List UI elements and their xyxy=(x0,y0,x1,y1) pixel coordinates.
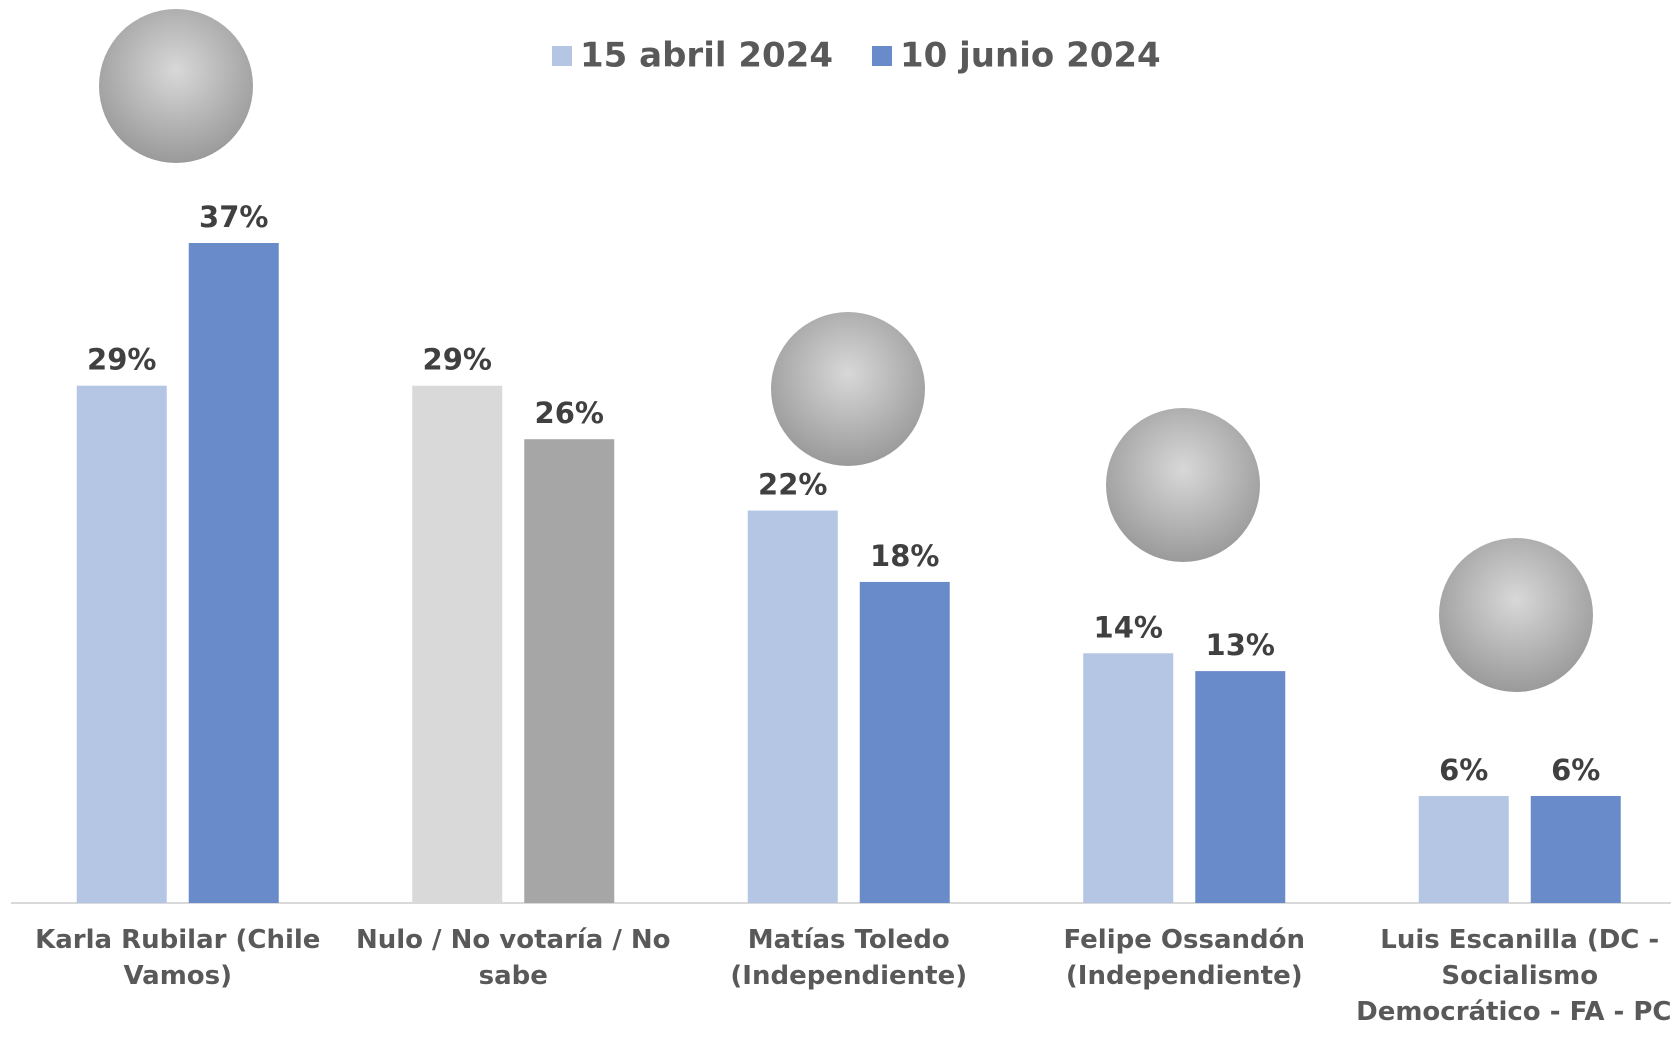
value-label: 29% xyxy=(423,343,492,377)
x-tick-label: Felipe Ossandón (Independiente) xyxy=(1019,922,1349,994)
x-tick-label: Karla Rubilar (Chile Vamos) xyxy=(13,922,343,994)
bar xyxy=(77,386,167,903)
value-label: 37% xyxy=(199,200,268,234)
bar xyxy=(748,511,838,903)
value-label: 13% xyxy=(1206,628,1275,662)
x-tick-label: Nulo / No votaría / No sabe xyxy=(348,922,678,994)
candidate-photo xyxy=(99,9,253,163)
value-label: 22% xyxy=(758,468,827,502)
bar xyxy=(860,582,950,903)
value-label: 6% xyxy=(1439,753,1488,787)
bar xyxy=(524,439,614,903)
value-label: 14% xyxy=(1094,610,1163,644)
bar xyxy=(1531,796,1621,903)
legend-swatch xyxy=(552,46,572,66)
candidate-photo xyxy=(771,312,925,466)
x-tick-label: Matías Toledo (Independiente) xyxy=(684,922,1014,994)
candidate-photo xyxy=(1106,408,1260,562)
value-label: 26% xyxy=(535,396,604,430)
chart: 15 abril 2024 10 junio 2024 29% 37% 29% 26% 22… xyxy=(0,0,1671,1064)
legend-label: 15 abril 2024 xyxy=(580,36,833,76)
bar xyxy=(1083,653,1173,903)
candidate-photo xyxy=(1439,538,1593,692)
value-label: 29% xyxy=(87,343,156,377)
bar xyxy=(189,243,279,903)
legend-label: 10 junio 2024 xyxy=(900,36,1161,76)
value-label: 18% xyxy=(870,539,939,573)
legend-swatch xyxy=(872,46,892,66)
chart-svg: 15 abril 2024 10 junio 2024 29% 37% 29% 26% 22… xyxy=(0,0,1671,1064)
x-tick-label: Luis Escanilla (DC - Socialismo Democrát… xyxy=(1355,922,1671,1030)
value-label: 6% xyxy=(1551,753,1600,787)
bar xyxy=(1195,671,1285,903)
bar xyxy=(412,386,502,903)
bar xyxy=(1419,796,1509,903)
